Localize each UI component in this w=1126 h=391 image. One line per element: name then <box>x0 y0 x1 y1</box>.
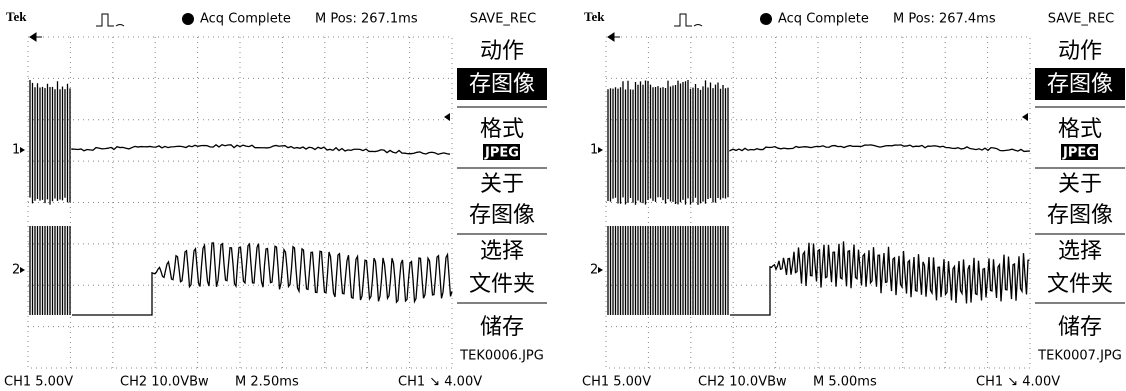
acq-status: Acq Complete <box>200 12 291 27</box>
trigger-icon <box>96 14 124 26</box>
arrow-top <box>608 33 620 41</box>
menu-format-label: 格式 <box>1058 117 1102 142</box>
scope-screen: Tek Acq Complete M Pos: 267.4ms SAVE_REC 1 2 动… <box>582 9 1125 390</box>
menu-select: 文件夹 <box>1047 272 1113 297</box>
channel-marker: 1 <box>590 143 598 158</box>
menu-action-label: 动作 <box>1058 39 1102 64</box>
scope-screen: Tek Acq Complete M Pos: 267.1ms SAVE_REC 1 2 动… <box>4 9 547 390</box>
menu-about: 存图像 <box>469 203 535 228</box>
ch2-waveform <box>608 226 1030 315</box>
menu-select: 选择 <box>1058 239 1102 264</box>
menu-format-value: JPEG <box>1062 146 1097 161</box>
footer-ch1: CH1 5.00V <box>582 375 651 390</box>
menu-format-label: 格式 <box>480 117 524 142</box>
menu-select: 选择 <box>480 239 524 264</box>
footer-ch2: CH2 10.0VBw <box>698 375 787 390</box>
channel-arrow <box>20 267 25 273</box>
trigger-icon <box>674 14 702 26</box>
menu-title: SAVE_REC <box>470 12 537 27</box>
menu-save-value: TEK0007.JPG <box>1037 349 1122 364</box>
footer-timebase: M 5.00ms <box>813 375 877 390</box>
menu-save-label: 储存 <box>1058 315 1102 340</box>
brand: Tek <box>6 9 27 24</box>
menu-save-label: 储存 <box>480 315 524 340</box>
footer-trigger: CH1 ↘ 4.00V <box>398 375 482 390</box>
ch2-waveform <box>30 226 452 315</box>
acq-dot <box>760 13 772 25</box>
menu-about: 关于 <box>480 172 524 197</box>
footer-ch1: CH1 5.00V <box>4 375 73 390</box>
scope-screenshots: Tek Acq Complete M Pos: 267.1ms SAVE_REC 1 2 动… <box>0 0 1126 391</box>
acq-status: Acq Complete <box>778 12 869 27</box>
footer-ch2: CH2 10.0VBw <box>120 375 209 390</box>
arrow-right <box>1022 113 1028 121</box>
menu-about: 关于 <box>1058 172 1102 197</box>
channel-arrow <box>598 147 603 153</box>
menu-format-value: JPEG <box>484 146 519 161</box>
menu-action-value: 存图像 <box>1047 72 1113 97</box>
channel-arrow <box>20 147 25 153</box>
menu-action-label: 动作 <box>480 39 524 64</box>
acq-dot <box>182 13 194 25</box>
menu-title: SAVE_REC <box>1048 12 1115 27</box>
arrow-top <box>30 33 42 41</box>
channel-marker: 1 <box>12 143 20 158</box>
menu-select: 文件夹 <box>469 272 535 297</box>
m-position: M Pos: 267.4ms <box>893 12 996 27</box>
footer-timebase: M 2.50ms <box>235 375 299 390</box>
ch1-waveform <box>608 80 1030 205</box>
footer-trigger: CH1 ↘ 4.00V <box>976 375 1060 390</box>
menu-save-value: TEK0006.JPG <box>459 349 544 364</box>
arrow-right <box>444 113 450 121</box>
channel-marker: 2 <box>12 263 20 278</box>
m-position: M Pos: 267.1ms <box>315 12 418 27</box>
brand: Tek <box>584 9 605 24</box>
channel-marker: 2 <box>590 263 598 278</box>
menu-about: 存图像 <box>1047 203 1113 228</box>
channel-arrow <box>598 267 603 273</box>
menu-action-value: 存图像 <box>469 72 535 97</box>
